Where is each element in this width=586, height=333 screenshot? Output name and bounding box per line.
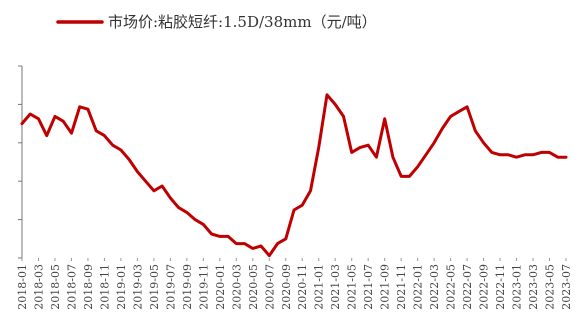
x-tick-label: 2020-03 xyxy=(230,264,243,310)
x-tick-label: 2021-09 xyxy=(379,264,392,310)
x-tick-label: 2021-11 xyxy=(395,264,408,310)
x-tick-label: 2019-07 xyxy=(164,264,177,310)
x-tick-label: 2021-01 xyxy=(313,264,326,310)
x-axis-ticks xyxy=(21,258,567,261)
legend-label: 市场价:粘胶短纤:1.5D/38mm（元/吨） xyxy=(108,13,377,31)
x-axis-tick-labels: 2018-01 2018-03 2018-05 2018-07 2018-09 2018-… xyxy=(16,264,573,310)
x-tick-label: 2018-09 xyxy=(82,264,95,310)
x-tick-label: 2021-03 xyxy=(329,264,342,310)
x-tick-label: 2020-09 xyxy=(280,264,293,310)
series-line xyxy=(20,93,568,258)
x-tick-label: 2018-11 xyxy=(98,264,111,310)
x-tick-label: 2023-01 xyxy=(511,264,524,310)
x-tick-label: 2022-05 xyxy=(445,264,458,310)
x-tick-label: 2020-01 xyxy=(214,264,227,310)
x-tick-label: 2020-05 xyxy=(247,264,260,310)
x-tick-label: 2018-05 xyxy=(49,264,62,310)
x-tick-label: 2019-03 xyxy=(131,264,144,310)
y-axis-ticks xyxy=(18,65,22,259)
x-tick-label: 2020-07 xyxy=(263,264,276,310)
x-tick-label: 2022-09 xyxy=(478,264,491,310)
x-tick-label: 2023-03 xyxy=(527,264,540,310)
x-tick-label: 2020-11 xyxy=(296,264,309,310)
legend: 市场价:粘胶短纤:1.5D/38mm（元/吨） xyxy=(56,13,377,31)
x-tick-label: 2021-05 xyxy=(346,264,359,310)
x-tick-label: 2023-05 xyxy=(544,264,557,310)
x-tick-label: 2019-05 xyxy=(148,264,161,310)
x-tick-label: 2023-07 xyxy=(560,264,573,310)
x-tick-label: 2019-01 xyxy=(115,264,128,310)
x-tick-label: 2022-03 xyxy=(428,264,441,310)
x-tick-label: 2022-07 xyxy=(461,264,474,310)
x-tick-label: 2018-01 xyxy=(16,264,29,310)
x-tick-label: 2019-11 xyxy=(197,264,210,310)
x-tick-label: 2022-01 xyxy=(412,264,425,310)
x-tick-label: 2018-03 xyxy=(32,264,45,310)
x-tick-label: 2021-07 xyxy=(362,264,375,310)
x-tick-label: 2018-07 xyxy=(65,264,78,310)
x-tick-label: 2019-09 xyxy=(181,264,194,310)
x-tick-label: 2022-11 xyxy=(494,264,507,310)
